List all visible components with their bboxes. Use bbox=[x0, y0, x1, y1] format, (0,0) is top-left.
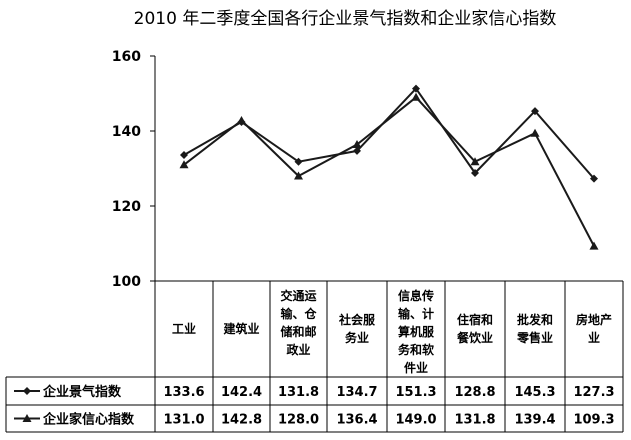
data-value: 131.8 bbox=[278, 385, 319, 400]
category-label: 零售业 bbox=[516, 330, 553, 345]
diamond-marker-legend bbox=[23, 387, 31, 395]
category-label: 输、仓 bbox=[280, 306, 317, 321]
table-grid bbox=[5, 280, 624, 433]
y-tick-label: 140 bbox=[112, 124, 141, 140]
series-lines bbox=[179, 84, 599, 250]
y-tick-label: 100 bbox=[112, 274, 141, 290]
category-label: 件业 bbox=[404, 360, 428, 375]
y-axis: 160 140 120 100 bbox=[112, 49, 156, 290]
triangle-marker bbox=[411, 92, 421, 101]
category-label: 业 bbox=[588, 330, 600, 345]
data-value: 131.0 bbox=[163, 413, 204, 428]
category-label: 建筑业 bbox=[222, 321, 259, 336]
data-value: 145.3 bbox=[514, 385, 555, 400]
triangle-marker bbox=[589, 241, 599, 250]
data-value: 149.0 bbox=[395, 413, 436, 428]
category-label: 餐饮业 bbox=[457, 330, 493, 345]
data-value: 136.4 bbox=[336, 413, 377, 428]
triangle-marker bbox=[294, 171, 303, 180]
triangle-marker bbox=[470, 157, 480, 166]
data-value: 142.4 bbox=[221, 385, 262, 400]
category-label: 政业 bbox=[286, 342, 310, 357]
category-label: 社会服 bbox=[338, 312, 376, 327]
diamond-marker bbox=[471, 169, 479, 177]
diamond-marker bbox=[294, 157, 303, 166]
series-name: 企业景气指数 bbox=[42, 384, 122, 400]
data-value: 128.8 bbox=[454, 385, 495, 400]
series-name: 企业家信心指数 bbox=[42, 412, 135, 428]
category-label: 房地产 bbox=[576, 312, 612, 327]
diamond-marker bbox=[531, 107, 539, 116]
category-label: 住宿和 bbox=[457, 312, 493, 327]
category-label: 信息传 bbox=[398, 288, 434, 303]
diamond-marker bbox=[590, 174, 598, 183]
chart-title: 2010 年二季度全国各行企业景气指数和企业家信心指数 bbox=[134, 9, 557, 29]
category-label: 储和邮 bbox=[280, 324, 316, 339]
data-value: 139.4 bbox=[514, 413, 555, 428]
diamond-marker bbox=[353, 146, 361, 155]
category-label: 务和软 bbox=[398, 342, 434, 357]
triangle-marker-legend bbox=[22, 414, 32, 422]
y-tick-label: 160 bbox=[112, 49, 141, 65]
category-label: 务业 bbox=[345, 330, 369, 345]
category-label: 工业 bbox=[172, 321, 196, 336]
data-value: 151.3 bbox=[395, 385, 436, 400]
data-value: 142.8 bbox=[221, 413, 262, 428]
diamond-marker bbox=[412, 84, 420, 93]
data-value: 109.3 bbox=[573, 413, 614, 428]
triangle-marker bbox=[179, 160, 189, 169]
data-table: 企业景气指数 133.6 142.4 131.8 134.7 151.3 128.8 145.… bbox=[14, 384, 615, 428]
series-line bbox=[183, 95, 595, 247]
data-value: 134.7 bbox=[336, 385, 377, 400]
data-value: 133.6 bbox=[163, 385, 204, 400]
data-value: 131.8 bbox=[454, 413, 495, 428]
category-label: 交通运 bbox=[280, 288, 316, 303]
data-value: 127.3 bbox=[573, 385, 614, 400]
y-tick-label: 120 bbox=[112, 199, 141, 215]
triangle-marker bbox=[530, 128, 540, 137]
data-value: 128.0 bbox=[278, 413, 319, 428]
category-label: 批发和 bbox=[517, 312, 553, 327]
diamond-marker bbox=[180, 151, 188, 159]
category-label: 算机服 bbox=[398, 324, 435, 339]
triangle-marker bbox=[352, 140, 362, 148]
triangle-marker bbox=[237, 116, 246, 124]
category-label: 输、计 bbox=[398, 306, 434, 321]
